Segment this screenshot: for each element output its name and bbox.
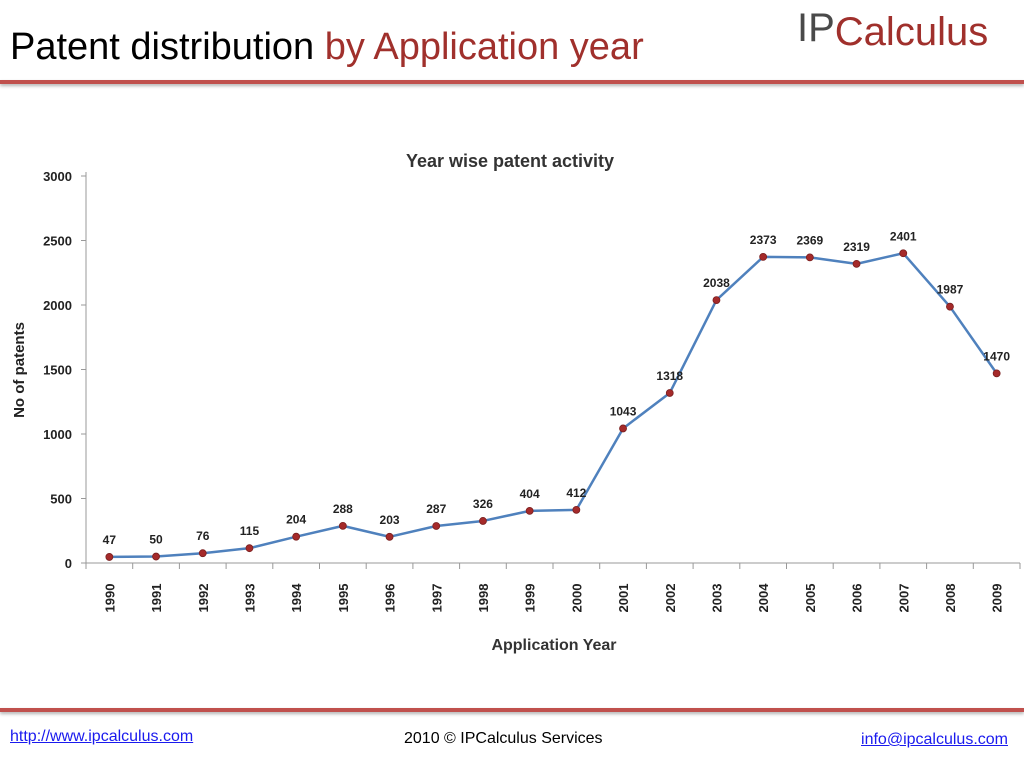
data-label: 2369: [796, 233, 823, 247]
x-tick-label: 2001: [616, 584, 631, 613]
data-label: 1318: [656, 369, 683, 383]
data-label: 1470: [983, 349, 1010, 363]
logo-calculus-text: Calculus: [834, 10, 989, 54]
x-tick-label: 2004: [756, 583, 771, 613]
data-point: [759, 252, 768, 261]
data-point: [852, 259, 861, 268]
y-tick-label: 2500: [43, 234, 72, 249]
x-tick-label: 2003: [709, 584, 724, 613]
data-point: [992, 369, 1001, 378]
data-label: 2401: [890, 229, 917, 243]
y-tick-label: 1500: [43, 363, 72, 378]
x-tick-label: 1990: [102, 584, 117, 613]
slide-header: Patent distribution by Application year …: [0, 0, 1024, 90]
title-accent: by Application year: [324, 26, 644, 68]
x-tick-label: 1991: [149, 584, 164, 613]
x-tick-label: 2000: [569, 584, 584, 613]
data-point: [572, 505, 581, 514]
data-label: 412: [566, 486, 586, 500]
x-tick-label: 2002: [663, 584, 678, 613]
data-point: [432, 522, 441, 530]
data-label: 203: [380, 513, 400, 527]
data-point: [338, 521, 347, 530]
header-divider: [0, 80, 1024, 84]
data-label: 1987: [937, 283, 964, 297]
data-label: 115: [240, 524, 260, 538]
y-axis-label: No of patents: [11, 322, 28, 418]
data-label: 47: [103, 533, 117, 547]
chart-series: 47 50 76 115 204 288 203 287 326 404 412 1043 1318 20…: [103, 229, 1010, 561]
x-tick-label: 1992: [196, 584, 211, 613]
data-point: [712, 296, 721, 304]
slide-title: Patent distribution by Application year: [10, 28, 644, 66]
data-label: 204: [286, 513, 306, 527]
slide-footer: http://www.ipcalculus.com 2010 © IPCalcu…: [0, 718, 1024, 768]
data-point: [619, 424, 627, 433]
x-tick-label: 1996: [383, 584, 398, 613]
data-label: 404: [520, 487, 540, 501]
data-point: [245, 544, 254, 553]
data-point: [292, 532, 301, 541]
line-chart: Year wise patent activity No of patents …: [11, 151, 1021, 654]
data-label: 287: [426, 502, 446, 516]
x-tick-label: 2005: [803, 584, 818, 613]
chart-container: Year wise patent activity No of patents …: [0, 130, 1024, 670]
x-tick-label: 2007: [896, 584, 911, 613]
data-label: 2373: [750, 233, 777, 247]
y-tick-label: 0: [65, 556, 72, 571]
series-line: [109, 252, 998, 559]
y-tick-label: 3000: [43, 169, 72, 184]
x-tick-label: 1993: [242, 584, 257, 613]
data-point: [198, 549, 207, 558]
data-point: [525, 506, 534, 515]
x-tick-label: 1997: [429, 584, 444, 613]
x-tick-label: 1998: [476, 584, 491, 613]
x-tick-label: 2006: [850, 584, 865, 613]
x-tick-label: 2009: [990, 584, 1005, 613]
ipcalculus-logo: IPCalculus: [797, 8, 989, 72]
data-label: 76: [196, 529, 210, 543]
x-tick-label: 2008: [943, 584, 958, 613]
data-point: [152, 552, 160, 561]
y-tick-label: 1000: [43, 427, 72, 442]
data-point: [946, 302, 954, 311]
y-tick-label: 500: [50, 492, 72, 507]
y-tick-label: 2000: [43, 298, 72, 313]
data-point: [479, 517, 487, 525]
data-point: [385, 532, 394, 541]
data-label: 2038: [703, 276, 730, 290]
x-tick-label: 1999: [523, 584, 538, 613]
data-point: [805, 253, 814, 262]
data-point: [665, 389, 674, 397]
chart-axes: 0 500 1000 1500 2000 2500 3000 1990 1991 1992 1993…: [43, 169, 1021, 613]
data-label: 288: [333, 502, 353, 516]
x-axis-label: Application Year: [491, 637, 616, 654]
data-point: [105, 553, 114, 561]
data-point: [899, 249, 908, 258]
x-tick-label: 1994: [289, 583, 304, 613]
title-main: Patent distribution: [10, 26, 315, 68]
email-link[interactable]: info@ipcalculus.com: [861, 731, 1008, 748]
data-label: 326: [473, 497, 493, 511]
data-label: 1043: [610, 404, 637, 418]
website-link[interactable]: http://www.ipcalculus.com: [10, 728, 194, 745]
chart-title: Year wise patent activity: [406, 151, 614, 171]
x-tick-label: 1995: [336, 584, 351, 613]
footer-divider: [0, 708, 1024, 712]
copyright-text: 2010 © IPCalculus Services: [404, 730, 603, 747]
data-label: 50: [149, 533, 163, 547]
data-label: 2319: [843, 240, 870, 254]
logo-ip-text: IP: [797, 6, 835, 50]
